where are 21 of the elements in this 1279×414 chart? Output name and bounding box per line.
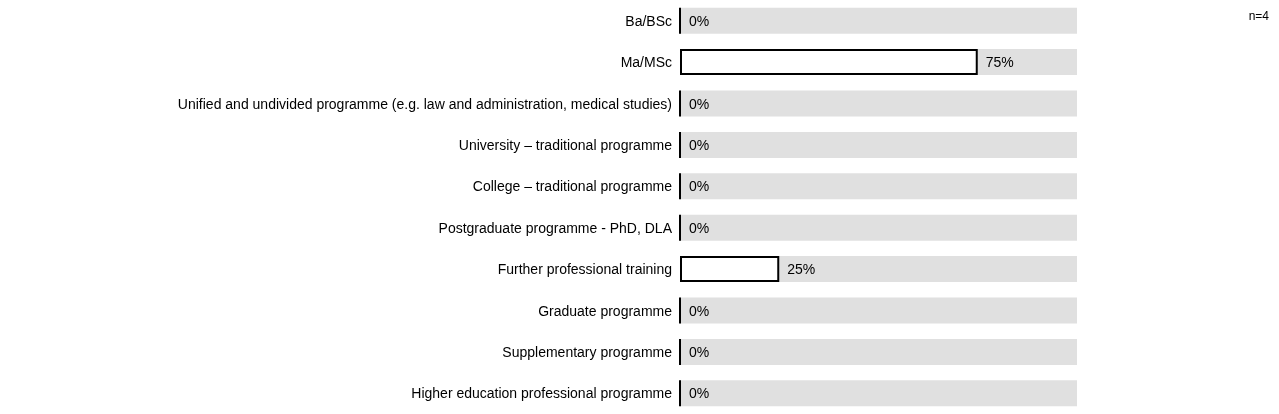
y-tick-label: College – traditional programme <box>472 178 673 195</box>
y-tick-label: Higher education professional programme <box>411 385 673 402</box>
y-tick-label: Unified and undivided programme (e.g. law and administration, medical studies) <box>177 95 672 112</box>
data-label: 0% <box>689 343 710 360</box>
y-tick-label: Further professional training <box>497 261 672 278</box>
data-label: 0% <box>689 136 710 153</box>
y-tick-label: Postgraduate programme - PhD, DLA <box>438 219 673 236</box>
data-label: 0% <box>689 12 710 29</box>
data-label: 0% <box>689 219 710 236</box>
data-label: 0% <box>689 385 710 402</box>
y-tick-label: Graduate programme <box>538 302 673 319</box>
y-tick-label: University – traditional programme <box>458 136 673 153</box>
data-label: 75% <box>985 54 1014 71</box>
data-label: 0% <box>689 95 710 112</box>
text: n=4 <box>1248 9 1270 23</box>
y-tick-label: Ma/MSc <box>620 54 672 71</box>
data-label: 25% <box>787 261 816 278</box>
data-label: 0% <box>689 178 710 195</box>
y-tick-label: Supplementary programme <box>502 343 673 360</box>
data-label: 0% <box>689 302 710 319</box>
y-tick-label: Ba/BSc <box>625 12 672 29</box>
